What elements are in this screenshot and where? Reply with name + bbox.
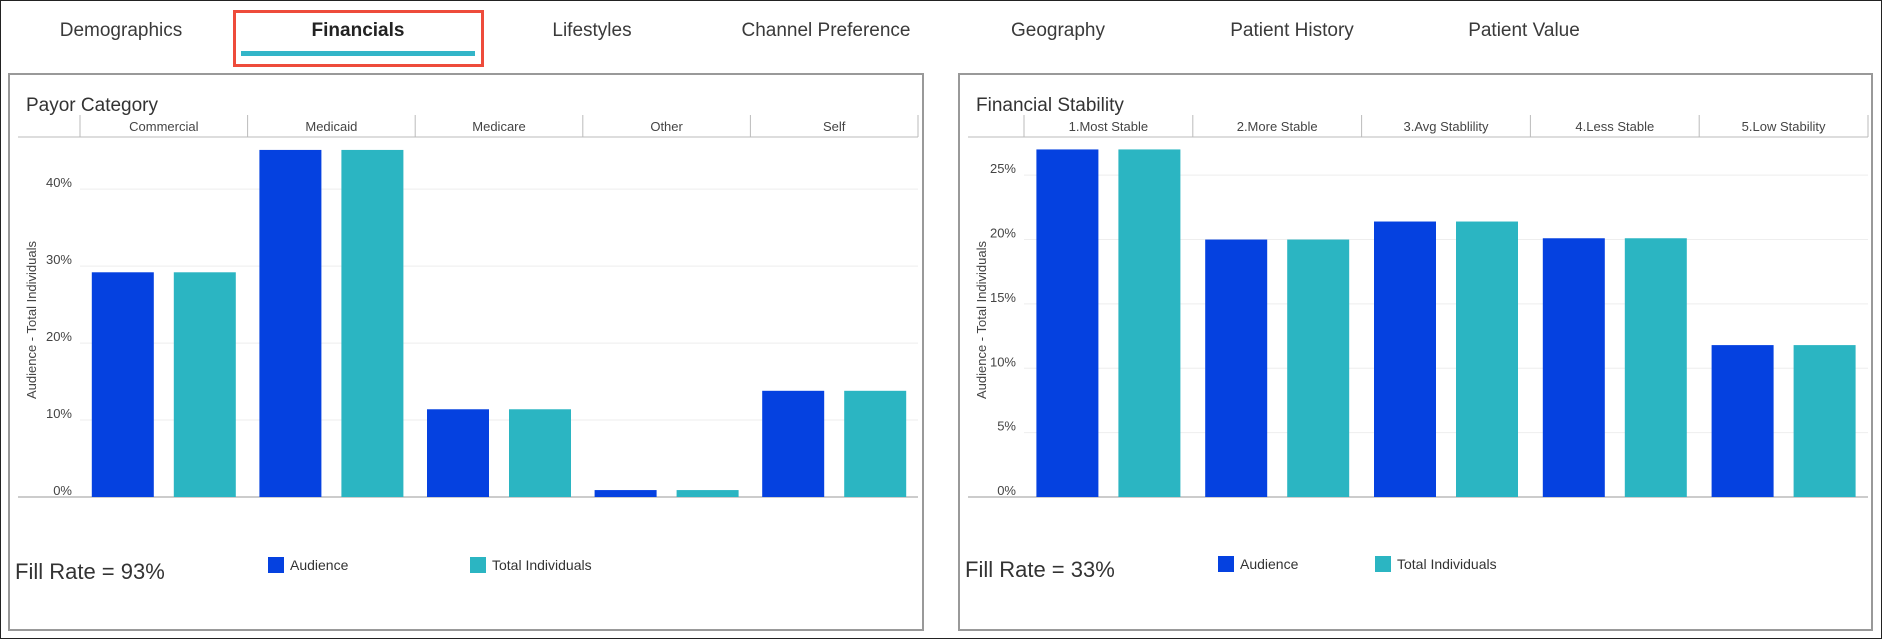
category-label: Commercial (129, 119, 198, 134)
tab-bar: Demographics Financials Lifestyles Chann… (0, 0, 1882, 70)
audience-bar (1374, 221, 1436, 498)
total-individuals-swatch (1375, 556, 1391, 572)
y-tick-label: 25% (990, 161, 1016, 176)
audience-bar (762, 390, 825, 497)
audience-swatch (1218, 556, 1234, 572)
audience-bar (427, 409, 489, 497)
y-axis-label: Audience - Total Individuals (24, 240, 39, 399)
legend-audience-label: Audience (1240, 556, 1299, 572)
total-individuals-bar (844, 390, 907, 497)
y-tick-label: 5% (997, 419, 1016, 434)
category-label: Medicaid (305, 119, 357, 134)
category-label: Self (823, 119, 846, 134)
tab-channel-preference[interactable]: Channel Preference (741, 20, 911, 41)
category-label: Medicare (472, 119, 525, 134)
y-tick-label: 40% (46, 175, 72, 190)
tab-lifestyles[interactable]: Lifestyles (552, 20, 632, 41)
total-individuals-bar (509, 409, 571, 497)
tab-patient-value[interactable]: Patient Value (1468, 20, 1580, 41)
total-individuals-bar (173, 272, 236, 497)
legend-audience[interactable]: Audience (268, 557, 348, 573)
tab-demographics[interactable]: Demographics (59, 20, 183, 41)
audience-bar (1542, 238, 1605, 497)
category-label: 3.Avg Stablility (1403, 119, 1489, 134)
total-individuals-bar (341, 149, 404, 497)
payor-category-panel: Payor Category Commercial Medicaid Medicar… (8, 73, 924, 631)
total-individuals-bar (1624, 238, 1687, 497)
fill-rate-text: Fill Rate = 93% (15, 559, 165, 584)
legend-total-individuals[interactable]: Total Individuals (470, 557, 592, 573)
active-tab-underline (241, 51, 475, 56)
category-label: 2.More Stable (1237, 119, 1318, 134)
panel-title: Payor Category (26, 95, 159, 116)
legend-total-label: Total Individuals (1397, 556, 1497, 572)
fill-rate-text: Fill Rate = 33% (965, 557, 1115, 582)
category-label: 4.Less Stable (1575, 119, 1654, 134)
audience-bar (1036, 149, 1099, 497)
audience-swatch (268, 557, 284, 573)
tab-geography[interactable]: Geography (1010, 20, 1105, 41)
financial-stability-panel: Financial Stability 1.Most Stable 2.More … (958, 73, 1873, 631)
legend-audience-label: Audience (290, 557, 349, 573)
active-tab-highlight-box (233, 10, 484, 67)
category-label: 1.Most Stable (1069, 119, 1149, 134)
y-tick-label: 20% (46, 329, 72, 344)
financial-stability-chart: 1.Most Stable 2.More Stable 3.Avg Stablili… (968, 115, 1869, 498)
y-tick-label: 20% (990, 226, 1016, 241)
audience-bar (1711, 345, 1774, 497)
legend-audience[interactable]: Audience (1218, 556, 1298, 572)
y-tick-label: 10% (990, 354, 1016, 369)
total-individuals-bar (1118, 149, 1181, 497)
y-tick-label: 10% (46, 406, 72, 421)
panel-title: Financial Stability (976, 95, 1124, 116)
total-individuals-bar (1793, 345, 1856, 497)
payor-category-chart: Commercial Medicaid Medicare Other Self 0% 10%… (18, 115, 919, 498)
total-individuals-swatch (470, 557, 486, 573)
y-tick-label: 0% (997, 483, 1016, 498)
y-axis-label: Audience - Total Individuals (974, 240, 989, 399)
audience-bar (259, 149, 322, 497)
audience-bar (594, 490, 657, 497)
tab-financials[interactable]: Financials (311, 20, 405, 41)
legend-total-individuals[interactable]: Total Individuals (1375, 556, 1497, 572)
audience-bar (91, 272, 154, 497)
category-label: Other (650, 119, 683, 134)
total-individuals-bar (1287, 239, 1350, 497)
total-individuals-bar (676, 490, 739, 497)
audience-bar (1205, 239, 1268, 497)
y-tick-label: 30% (46, 252, 72, 267)
y-tick-label: 0% (53, 483, 72, 498)
category-label: 5.Low Stability (1742, 119, 1826, 134)
legend-total-label: Total Individuals (492, 557, 592, 573)
total-individuals-bar (1456, 221, 1518, 498)
tab-patient-history[interactable]: Patient History (1230, 20, 1354, 41)
y-tick-label: 15% (990, 290, 1016, 305)
